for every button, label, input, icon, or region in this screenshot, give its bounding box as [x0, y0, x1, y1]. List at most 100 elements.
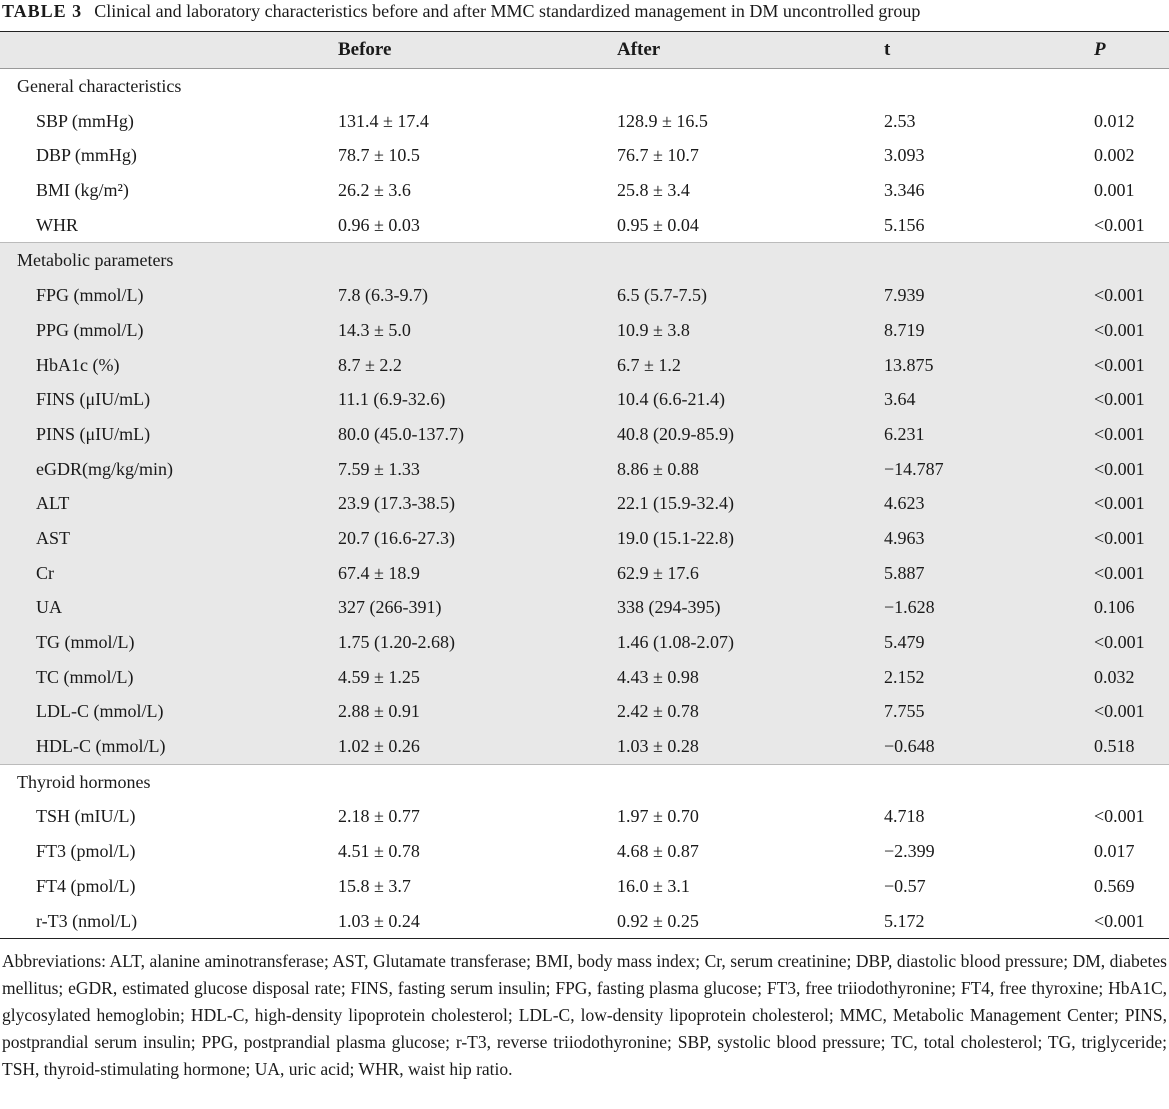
- cell-t: −0.648: [884, 736, 935, 757]
- cell-p: <0.001: [1094, 493, 1145, 514]
- cell-after: 62.9 ± 17.6: [617, 562, 699, 583]
- row-label: AST: [36, 527, 71, 548]
- cell-t: 4.623: [884, 493, 925, 514]
- table-label: TABLE 3: [2, 1, 83, 21]
- row-label: FINS (μIU/mL): [36, 389, 151, 410]
- cell-before: 7.59 ± 1.33: [338, 458, 420, 479]
- cell-t: 2.152: [884, 666, 925, 687]
- cell-after: 1.03 ± 0.28: [617, 736, 699, 757]
- data-table: Before After t P General characteristics…: [0, 31, 1169, 940]
- cell-p: 0.518: [1094, 736, 1135, 757]
- row-label: TG (mmol/L): [36, 632, 135, 652]
- cell-t: 3.64: [884, 389, 916, 410]
- cell-p: 0.001: [1094, 180, 1135, 201]
- table-row: TSH (mIU/L) 2.18 ± 0.77 1.97 ± 0.70 4.718 <0…: [0, 799, 1169, 834]
- cell-before: 2.88 ± 0.91: [338, 701, 420, 722]
- row-label: FT4 (pmol/L): [36, 875, 136, 896]
- cell-p: <0.001: [1094, 632, 1145, 652]
- row-label: ALT: [36, 493, 70, 514]
- cell-before: 1.75 (1.20-2.68): [338, 632, 455, 652]
- header-t: t: [884, 39, 891, 60]
- cell-after: 1.46 (1.08-2.07): [617, 632, 734, 652]
- section-header-row: Thyroid hormones: [0, 763, 1169, 800]
- row-label: FPG (mmol/L): [36, 285, 144, 306]
- cell-t: 8.719: [884, 319, 925, 340]
- row-label: HDL-C (mmol/L): [36, 736, 166, 757]
- cell-t: −0.57: [884, 875, 926, 896]
- cell-t: 3.093: [884, 145, 925, 166]
- table-bottom-rule: [0, 938, 1169, 940]
- cell-p: <0.001: [1094, 527, 1145, 548]
- table-row: FT4 (pmol/L) 15.8 ± 3.7 16.0 ± 3.1 −0.57 0.5…: [0, 869, 1169, 904]
- cell-before: 14.3 ± 5.0: [338, 319, 411, 340]
- header-p: P: [1094, 39, 1106, 60]
- cell-p: <0.001: [1094, 354, 1145, 375]
- row-label: eGDR(mg/kg/min): [36, 458, 173, 479]
- row-label: PPG (mmol/L): [36, 319, 144, 340]
- row-label: TC (mmol/L): [36, 666, 134, 687]
- row-label: TSH (mIU/L): [36, 806, 136, 827]
- cell-p: <0.001: [1094, 214, 1145, 235]
- cell-after: 22.1 (15.9-32.4): [617, 493, 734, 514]
- cell-before: 8.7 ± 2.2: [338, 354, 402, 375]
- cell-p: <0.001: [1094, 458, 1145, 479]
- cell-after: 6.7 ± 1.2: [617, 354, 681, 375]
- table-row: PINS (μIU/mL) 80.0 (45.0-137.7) 40.8 (20.9…: [0, 416, 1169, 452]
- section-header-row: General characteristics: [0, 69, 1169, 104]
- cell-after: 25.8 ± 3.4: [617, 180, 690, 201]
- cell-p: <0.001: [1094, 389, 1145, 410]
- cell-p: <0.001: [1094, 562, 1145, 583]
- row-label: UA: [36, 597, 62, 618]
- cell-after: 10.4 (6.6-21.4): [617, 389, 725, 410]
- row-label: LDL-C (mmol/L): [36, 701, 164, 722]
- cell-after: 4.68 ± 0.87: [617, 841, 699, 862]
- cell-t: 6.231: [884, 423, 925, 444]
- cell-t: −1.628: [884, 597, 935, 618]
- cell-t: 7.755: [884, 701, 925, 722]
- row-label: BMI (kg/m²): [36, 180, 129, 201]
- cell-t: −14.787: [884, 458, 944, 479]
- table-row: ALT 23.9 (17.3-38.5) 22.1 (15.9-32.4) 4.623…: [0, 486, 1169, 521]
- cell-before: 4.59 ± 1.25: [338, 666, 420, 687]
- table-row: DBP (mmHg) 78.7 ± 10.5 76.7 ± 10.7 3.093 0.0…: [0, 138, 1169, 173]
- table-row: Cr 67.4 ± 18.9 62.9 ± 17.6 5.887 <0.001: [0, 555, 1169, 591]
- table-row: LDL-C (mmol/L) 2.88 ± 0.91 2.42 ± 0.78 7.75…: [0, 694, 1169, 730]
- cell-t: 5.479: [884, 632, 925, 652]
- cell-t: 3.346: [884, 180, 925, 201]
- table-row: eGDR(mg/kg/min) 7.59 ± 1.33 8.86 ± 0.88 −14…: [0, 451, 1169, 487]
- cell-p: 0.012: [1094, 110, 1135, 131]
- section-title: Metabolic parameters: [17, 250, 174, 271]
- cell-t: 4.963: [884, 527, 925, 548]
- cell-before: 1.03 ± 0.24: [338, 910, 420, 931]
- cell-after: 128.9 ± 16.5: [617, 110, 708, 131]
- cell-after: 0.92 ± 0.25: [617, 910, 699, 931]
- cell-before: 26.2 ± 3.6: [338, 180, 411, 201]
- table-row: FINS (μIU/mL) 11.1 (6.9-32.6) 10.4 (6.6-21…: [0, 382, 1169, 417]
- table-row: PPG (mmol/L) 14.3 ± 5.0 10.9 ± 3.8 8.719 <0.…: [0, 312, 1169, 348]
- cell-after: 1.97 ± 0.70: [617, 806, 699, 827]
- cell-after: 76.7 ± 10.7: [617, 145, 699, 166]
- table-row: SBP (mmHg) 131.4 ± 17.4 128.9 ± 16.5 2.53 0.…: [0, 104, 1169, 139]
- cell-after: 19.0 (15.1-22.8): [617, 527, 734, 548]
- header-before: Before: [338, 39, 392, 60]
- cell-p: <0.001: [1094, 319, 1145, 340]
- cell-t: 5.887: [884, 562, 925, 583]
- section-title: Thyroid hormones: [17, 771, 151, 792]
- header-after: After: [617, 39, 661, 60]
- table-caption: TABLE 3 Clinical and laboratory character…: [2, 0, 1167, 26]
- cell-after: 10.9 ± 3.8: [617, 319, 690, 340]
- cell-p: <0.001: [1094, 806, 1145, 827]
- table-row: WHR 0.96 ± 0.03 0.95 ± 0.04 5.156 <0.001: [0, 208, 1169, 243]
- cell-p: 0.002: [1094, 145, 1135, 166]
- table-body: General characteristics SBP (mmHg) 131.4 ±…: [0, 69, 1169, 938]
- table-row: TC (mmol/L) 4.59 ± 1.25 4.43 ± 0.98 2.152 0.…: [0, 659, 1169, 695]
- row-label: DBP (mmHg): [36, 145, 137, 166]
- cell-t: 2.53: [884, 110, 916, 131]
- section-title: General characteristics: [17, 76, 182, 96]
- cell-t: −2.399: [884, 841, 935, 862]
- row-label: Cr: [36, 562, 54, 583]
- cell-after: 40.8 (20.9-85.9): [617, 423, 734, 444]
- cell-before: 0.96 ± 0.03: [338, 214, 420, 235]
- cell-after: 6.5 (5.7-7.5): [617, 285, 707, 306]
- cell-after: 2.42 ± 0.78: [617, 701, 699, 722]
